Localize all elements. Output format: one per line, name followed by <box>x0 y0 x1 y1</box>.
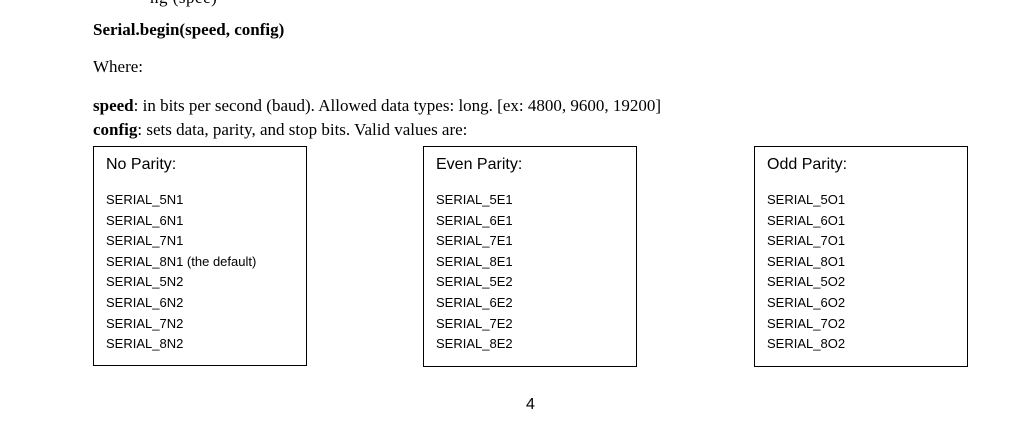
list-item: SERIAL_5N1 <box>106 192 184 207</box>
list-item: SERIAL_7N1 <box>106 233 184 249</box>
config-term: config <box>93 120 138 139</box>
no-parity-box: No Parity: SERIAL_5N1 SERIAL_6N1 SERIAL_… <box>93 146 307 366</box>
list-item: SERIAL_6O2 <box>767 294 846 310</box>
even-parity-list: SERIAL_5E1 SERIAL_6E1 SERIAL_7E1 SERIAL_… <box>436 190 636 355</box>
odd-parity-box: Odd Parity: SERIAL_5O1 SERIAL_6O1 SERIAL… <box>754 146 968 367</box>
list-item: SERIAL_8O2 <box>767 336 846 352</box>
list-item: SERIAL_8N1 (the default) <box>106 253 257 269</box>
page-number: 4 <box>526 396 535 413</box>
speed-description: speed: in bits per second (baud). Allowe… <box>93 96 661 116</box>
list-item: SERIAL_6O1 <box>767 212 846 228</box>
config-text: : sets data, parity, and stop bits. Vali… <box>137 120 468 139</box>
list-item: SERIAL_5O2 <box>767 274 846 290</box>
cut-off-text-fragment: ng (spee) <box>150 0 217 8</box>
list-item: SERIAL_5E2 <box>436 274 513 290</box>
odd-parity-list: SERIAL_5O1 SERIAL_6O1 SERIAL_7O1 SERIAL_… <box>767 190 967 355</box>
list-item: SERIAL_7O2 <box>767 315 846 331</box>
list-item: SERIAL_5E1 <box>436 192 513 207</box>
list-item: SERIAL_5N2 <box>106 274 184 290</box>
list-item: SERIAL_6N1 <box>106 212 184 228</box>
config-description: config: sets data, parity, and stop bits… <box>93 120 467 140</box>
speed-text: : in bits per second (baud). Allowed dat… <box>133 96 662 115</box>
list-item: SERIAL_8E2 <box>436 336 513 352</box>
list-item: SERIAL_7E1 <box>436 233 513 249</box>
odd-parity-title: Odd Parity: <box>767 156 848 173</box>
list-item: SERIAL_8E1 <box>436 253 513 269</box>
list-item: SERIAL_6E1 <box>436 212 513 228</box>
where-label: Where: <box>93 57 144 76</box>
list-item: SERIAL_6N2 <box>106 294 184 310</box>
no-parity-list: SERIAL_5N1 SERIAL_6N1 SERIAL_7N1 SERIAL_… <box>106 190 306 355</box>
list-item: SERIAL_5O1 <box>767 192 846 207</box>
list-item: SERIAL_7E2 <box>436 315 513 331</box>
speed-term: speed <box>93 96 134 115</box>
function-signature: Serial.begin(speed, config) <box>93 20 285 39</box>
list-item: SERIAL_6E2 <box>436 294 513 310</box>
list-item: SERIAL_7O1 <box>767 233 846 249</box>
no-parity-title: No Parity: <box>106 156 177 173</box>
list-item: SERIAL_8N2 <box>106 336 184 352</box>
list-item: SERIAL_8O1 <box>767 253 846 269</box>
list-item: SERIAL_7N2 <box>106 315 184 331</box>
even-parity-title: Even Parity: <box>436 156 523 173</box>
even-parity-box: Even Parity: SERIAL_5E1 SERIAL_6E1 SERIA… <box>423 146 637 367</box>
